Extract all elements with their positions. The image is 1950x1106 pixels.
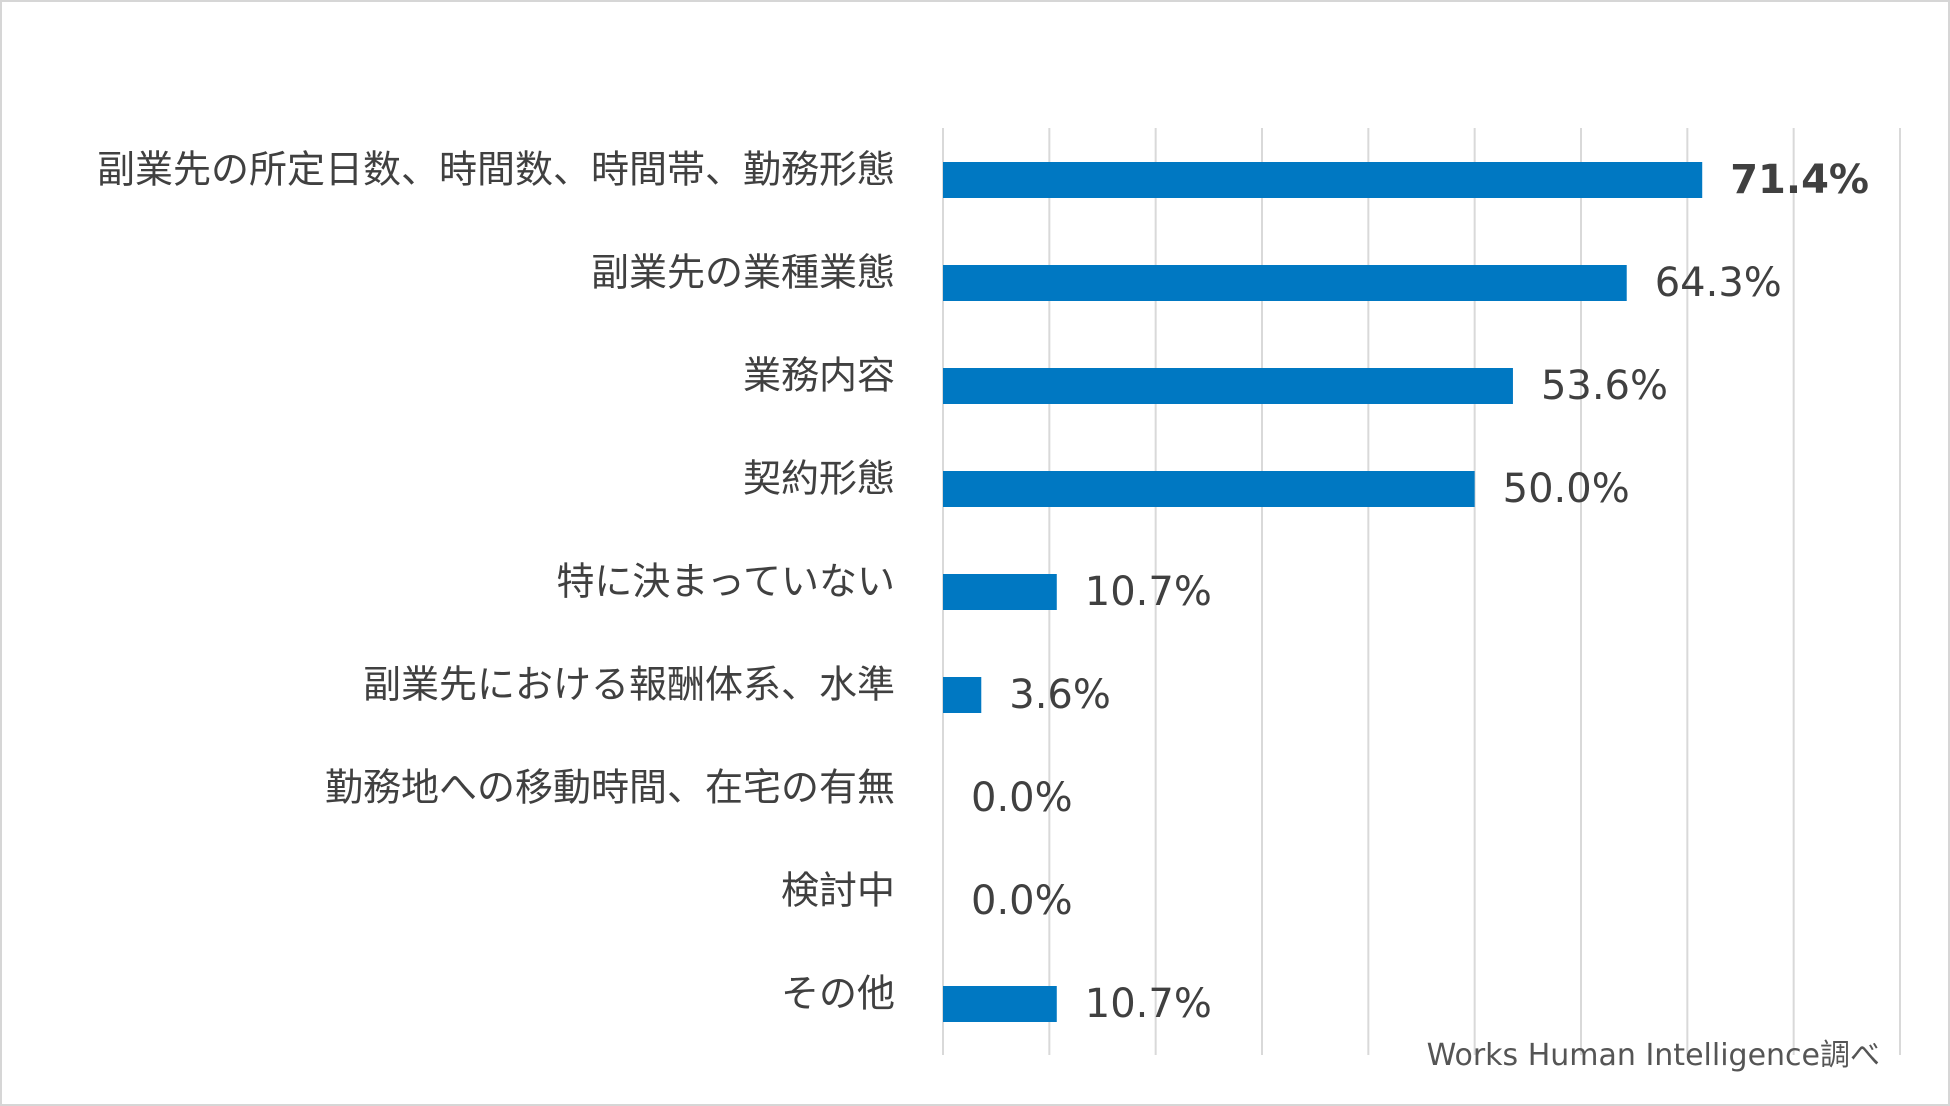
source-note: Works Human Intelligence調べ xyxy=(1426,1038,1880,1073)
data-label: 3.6% xyxy=(1009,672,1111,718)
data-label: 53.6% xyxy=(1541,363,1668,409)
bars xyxy=(943,162,1703,1022)
category-label: 副業先の所定日数、時間数、時間帯、勤務形態 xyxy=(97,148,895,192)
data-label: 0.0% xyxy=(971,775,1073,821)
category-label: 勤務地への移動時間、在宅の有無 xyxy=(325,766,895,810)
data-label: 50.0% xyxy=(1503,466,1630,512)
bar xyxy=(943,265,1627,301)
bar xyxy=(943,162,1703,198)
category-label: 検討中 xyxy=(781,869,895,913)
data-label: 71.4% xyxy=(1730,157,1869,203)
data-label: 64.3% xyxy=(1655,260,1782,306)
data-label: 10.7% xyxy=(1085,569,1212,615)
category-label: その他 xyxy=(781,972,895,1016)
category-label: 副業先における報酬体系、水準 xyxy=(363,663,895,707)
bar xyxy=(943,986,1057,1022)
bar xyxy=(943,574,1057,610)
category-label: 特に決まっていない xyxy=(556,560,895,604)
bar xyxy=(943,471,1475,507)
category-label: 業務内容 xyxy=(743,354,895,398)
bar xyxy=(943,677,982,713)
data-label: 0.0% xyxy=(971,878,1073,924)
value-labels: 71.4% 64.3% 53.6% 50.0% 10.7% 3.6% 0.0% 0.0% 10.… xyxy=(971,157,1869,1027)
category-label: 副業先の業種業態 xyxy=(591,251,895,295)
category-labels: 副業先の所定日数、時間数、時間帯、勤務形態副業先の業種業態業務内容契約形態特に決… xyxy=(97,148,895,1016)
bar xyxy=(943,368,1513,404)
data-label: 10.7% xyxy=(1085,981,1212,1027)
category-label: 契約形態 xyxy=(743,457,895,501)
